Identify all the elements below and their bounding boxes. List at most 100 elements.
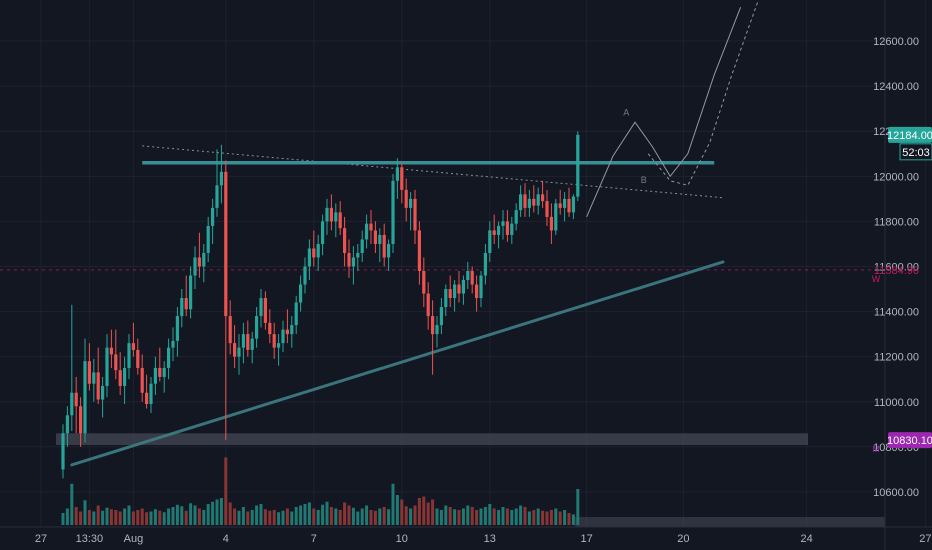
volume-bar [329, 507, 333, 525]
volume-bar [290, 511, 294, 525]
projection-layer: AB [586, 0, 759, 218]
candle-body [514, 210, 518, 224]
volume-bar [268, 510, 272, 525]
candle-body [422, 271, 426, 294]
candle-body [488, 230, 492, 253]
candle-body [475, 284, 479, 299]
candle-body [158, 367, 162, 377]
candle-body [136, 349, 140, 368]
candle-body [237, 347, 241, 357]
y-tick-label: 11200.00 [874, 352, 919, 364]
volume-bar [395, 495, 399, 525]
volume-bar [325, 501, 329, 525]
candle-body [347, 252, 351, 267]
volume-bar [303, 504, 307, 525]
volume-bar [453, 509, 457, 525]
candle-body [563, 198, 567, 208]
candle-body [109, 347, 113, 355]
volume-bar [197, 508, 201, 525]
volume-bar [431, 499, 435, 525]
last-price-tag: 12184.00 [887, 130, 932, 142]
volume-bar [74, 507, 78, 525]
x-tick-label: 13 [484, 533, 496, 545]
candle-body [92, 372, 96, 384]
candle-body [479, 275, 483, 299]
support-zone [56, 433, 808, 446]
candle-body [87, 361, 91, 384]
candle-body [532, 198, 536, 206]
volume-bar [387, 509, 391, 525]
volume-bar [527, 511, 531, 525]
candle-body [228, 316, 232, 344]
volume-bar [65, 508, 69, 525]
candle-body [457, 284, 461, 294]
volume-bar [259, 504, 263, 525]
candle-body [127, 343, 131, 368]
candle-body [391, 180, 395, 244]
volume-bar [378, 508, 382, 525]
volume-bar [549, 510, 553, 525]
candle-body [206, 225, 210, 253]
volume-bar [219, 498, 223, 525]
candle-body [277, 343, 281, 348]
volume-bar [281, 510, 285, 525]
reference-price-label: 11584.96 [874, 265, 919, 277]
volume-bar [558, 511, 562, 525]
volume-bar [70, 483, 74, 525]
countdown-bg [899, 143, 932, 161]
countdown-label: 52:03 [902, 147, 930, 159]
y-tick-label: 10600.00 [873, 487, 919, 499]
candle-body [497, 225, 501, 235]
candle-body [241, 334, 245, 348]
volume-bar [439, 510, 443, 525]
candle-body [519, 194, 523, 211]
candle-body [536, 194, 540, 206]
volume-bar [470, 507, 474, 525]
volume-bar [131, 511, 135, 525]
volume-bar [118, 511, 122, 525]
candle-body [224, 171, 228, 317]
volume-bar [316, 510, 320, 525]
candle-body [409, 198, 413, 208]
candle-body [233, 343, 237, 357]
volume-bar [158, 510, 162, 525]
lower-zone [575, 517, 885, 527]
candle-body [299, 284, 303, 303]
wave-label: B [641, 175, 647, 185]
volume-bar [250, 510, 254, 525]
y-tick-label: 12400.00 [873, 81, 919, 93]
volume-bar [321, 504, 325, 525]
candle-body [483, 252, 487, 276]
volume-bar [202, 510, 206, 525]
volume-bar [338, 510, 342, 525]
candle-body [197, 257, 201, 267]
candle-body [316, 243, 320, 258]
candle-body [395, 167, 399, 181]
volume-bar [356, 511, 360, 525]
candle-body [356, 252, 360, 258]
volume-bar [369, 510, 373, 525]
candle-body [184, 298, 188, 310]
zone-price-tag: 10830.10 [887, 435, 932, 447]
candle-body [61, 433, 65, 470]
volume-bar [382, 507, 386, 525]
volume-bar [391, 483, 395, 525]
volume-bar [215, 499, 219, 525]
x-tick-label: 20 [677, 533, 689, 545]
volume-bar [488, 504, 492, 525]
candle-body [145, 392, 149, 405]
volume-bar [444, 505, 448, 525]
volume-bar [114, 510, 118, 525]
volume-bar [307, 502, 311, 525]
reference-letter: W [872, 274, 881, 284]
candle-body [426, 293, 430, 317]
candle-body [65, 415, 69, 434]
volume-bar [153, 509, 157, 525]
volume-bar [237, 510, 241, 525]
candle-body [140, 367, 144, 393]
candle-body [329, 207, 333, 222]
candle-body [448, 289, 452, 299]
volume-bar [272, 510, 276, 525]
